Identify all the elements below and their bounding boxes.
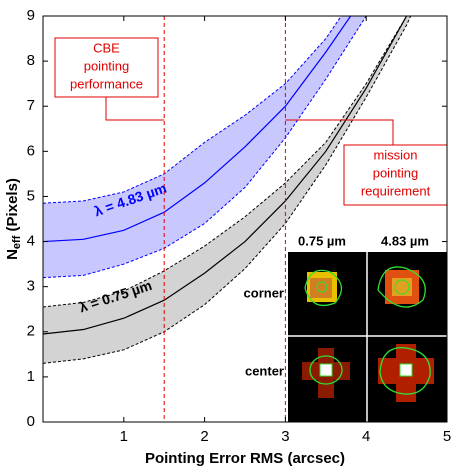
contour bbox=[316, 281, 328, 293]
x-tick-label: 3 bbox=[281, 428, 289, 445]
y-tick-label: 1 bbox=[27, 368, 35, 385]
band bbox=[43, 16, 411, 364]
inset-images: 0.75 µm 4.83 µm corner center bbox=[244, 233, 447, 422]
y-tick-label: 4 bbox=[27, 233, 35, 250]
contour bbox=[304, 269, 342, 307]
band-edge bbox=[43, 16, 408, 308]
y-tick-label: 6 bbox=[27, 142, 35, 159]
band-edge bbox=[43, 16, 342, 204]
y-tick-label: 9 bbox=[27, 7, 35, 24]
annotation-leader bbox=[285, 119, 394, 145]
line bbox=[43, 16, 352, 243]
x-tick-label: 1 bbox=[120, 428, 128, 445]
x-tick-label: 5 bbox=[443, 428, 451, 445]
y-label-rest: (Pixels) bbox=[4, 178, 21, 236]
y-tick-label: 8 bbox=[27, 52, 35, 69]
annotation-box bbox=[343, 144, 448, 206]
annotation-text: performance bbox=[70, 76, 143, 91]
annotation-text: pointing bbox=[373, 165, 419, 180]
annotation-leader bbox=[105, 97, 165, 121]
y-label-sub: eff bbox=[11, 235, 23, 249]
contour bbox=[377, 266, 426, 308]
y-tick-label: 2 bbox=[27, 323, 35, 340]
inset-column-label: 0.75 µm bbox=[298, 233, 346, 248]
y-tick-label: 0 bbox=[27, 413, 35, 430]
y-label-main: N bbox=[4, 249, 21, 260]
annotation-text: requirement bbox=[361, 183, 431, 198]
annotation-text: pointing bbox=[84, 58, 130, 73]
psf bbox=[399, 363, 413, 377]
contour bbox=[394, 279, 410, 295]
annotation-text: CBE bbox=[93, 40, 120, 55]
psf bbox=[310, 278, 332, 298]
psf bbox=[319, 363, 333, 377]
contour bbox=[379, 347, 431, 395]
y-tick-label: 7 bbox=[27, 97, 35, 114]
line bbox=[43, 16, 408, 335]
x-axis-label: Pointing Error RMS (arcsec) bbox=[145, 450, 345, 467]
x-tick-label: 2 bbox=[200, 428, 208, 445]
y-tick-label: 5 bbox=[27, 187, 35, 204]
x-tick-label: 4 bbox=[362, 428, 370, 445]
annotation-box bbox=[54, 37, 159, 98]
inset-row-label: corner bbox=[244, 285, 284, 300]
plot-area bbox=[43, 16, 412, 422]
inset-column-label: 4.83 µm bbox=[381, 233, 429, 248]
band bbox=[43, 16, 367, 278]
inset-row-label: center bbox=[245, 363, 284, 378]
band-edge bbox=[43, 16, 412, 364]
y-tick-label: 3 bbox=[27, 278, 35, 295]
axes-frame bbox=[42, 15, 448, 423]
contour bbox=[309, 355, 343, 385]
y-axis-label: Neff (Pixels) bbox=[4, 178, 23, 260]
annotation-text: mission bbox=[373, 147, 417, 162]
